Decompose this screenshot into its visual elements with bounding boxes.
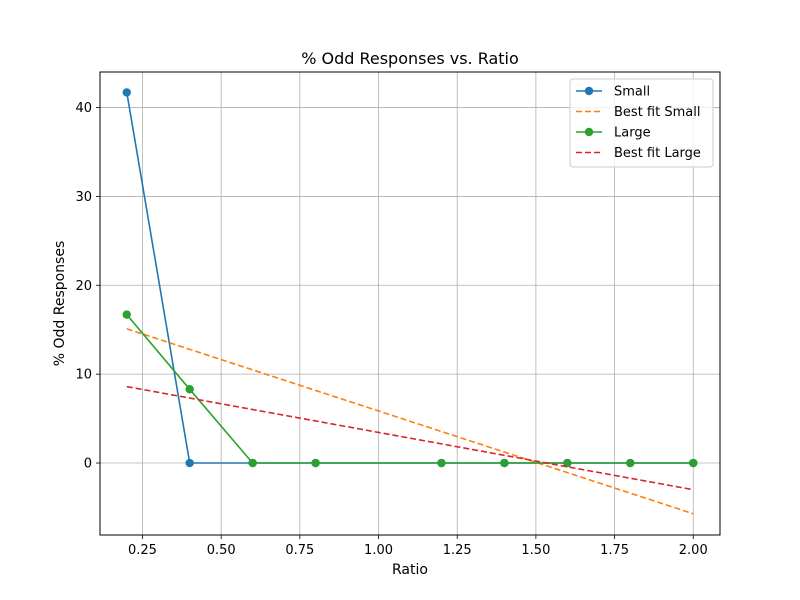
chart-title: % Odd Responses vs. Ratio xyxy=(301,49,519,68)
x-tick-label: 0.75 xyxy=(285,543,314,558)
data-point xyxy=(185,385,194,394)
legend-label: Large xyxy=(614,126,651,141)
legend-marker xyxy=(584,86,594,96)
data-point xyxy=(185,458,194,468)
y-tick-label: 20 xyxy=(75,279,92,294)
x-tick-label: 0.25 xyxy=(128,543,157,558)
x-tick-label: 0.50 xyxy=(207,543,236,558)
x-tick-label: 1.50 xyxy=(521,543,550,558)
series-3 xyxy=(126,385,694,491)
legend: Small Best fit Small Large Best fit Large xyxy=(569,78,714,168)
y-tick-label: 40 xyxy=(75,101,92,116)
x-tick-label: 1.00 xyxy=(364,543,393,558)
data-point xyxy=(437,458,446,468)
legend-marker xyxy=(584,127,594,137)
data-point xyxy=(563,458,572,468)
x-tick-label: 2.00 xyxy=(679,543,708,558)
series-1 xyxy=(126,328,694,515)
legend-label: Best fit Small xyxy=(614,105,700,120)
axis-ticks: 0.25 0.50 0.75 1.00 1.25 1.50 1.75 2.00 0 10 20 30 4… xyxy=(75,101,707,558)
legend-label: Best fit Large xyxy=(614,146,701,161)
fit-line xyxy=(126,328,694,515)
x-tick-label: 1.75 xyxy=(600,543,629,558)
fit-line xyxy=(126,385,694,491)
data-point xyxy=(122,88,131,97)
legend-label: Small xyxy=(614,85,650,100)
y-tick-label: 10 xyxy=(75,368,92,383)
y-tick-label: 0 xyxy=(84,457,92,472)
series-2 xyxy=(122,310,698,468)
series-group xyxy=(122,88,698,515)
y-tick-label: 30 xyxy=(75,190,92,205)
data-point xyxy=(500,458,509,468)
data-point xyxy=(311,458,320,468)
data-point xyxy=(122,310,131,319)
y-axis-label: % Odd Responses xyxy=(52,241,68,367)
data-point xyxy=(248,458,257,468)
legend-box xyxy=(569,78,714,168)
data-point xyxy=(626,458,635,468)
plot-area-frame xyxy=(99,71,721,536)
data-point xyxy=(689,458,698,468)
x-tick-label: 1.25 xyxy=(443,543,472,558)
x-axis-label: Ratio xyxy=(392,562,428,578)
